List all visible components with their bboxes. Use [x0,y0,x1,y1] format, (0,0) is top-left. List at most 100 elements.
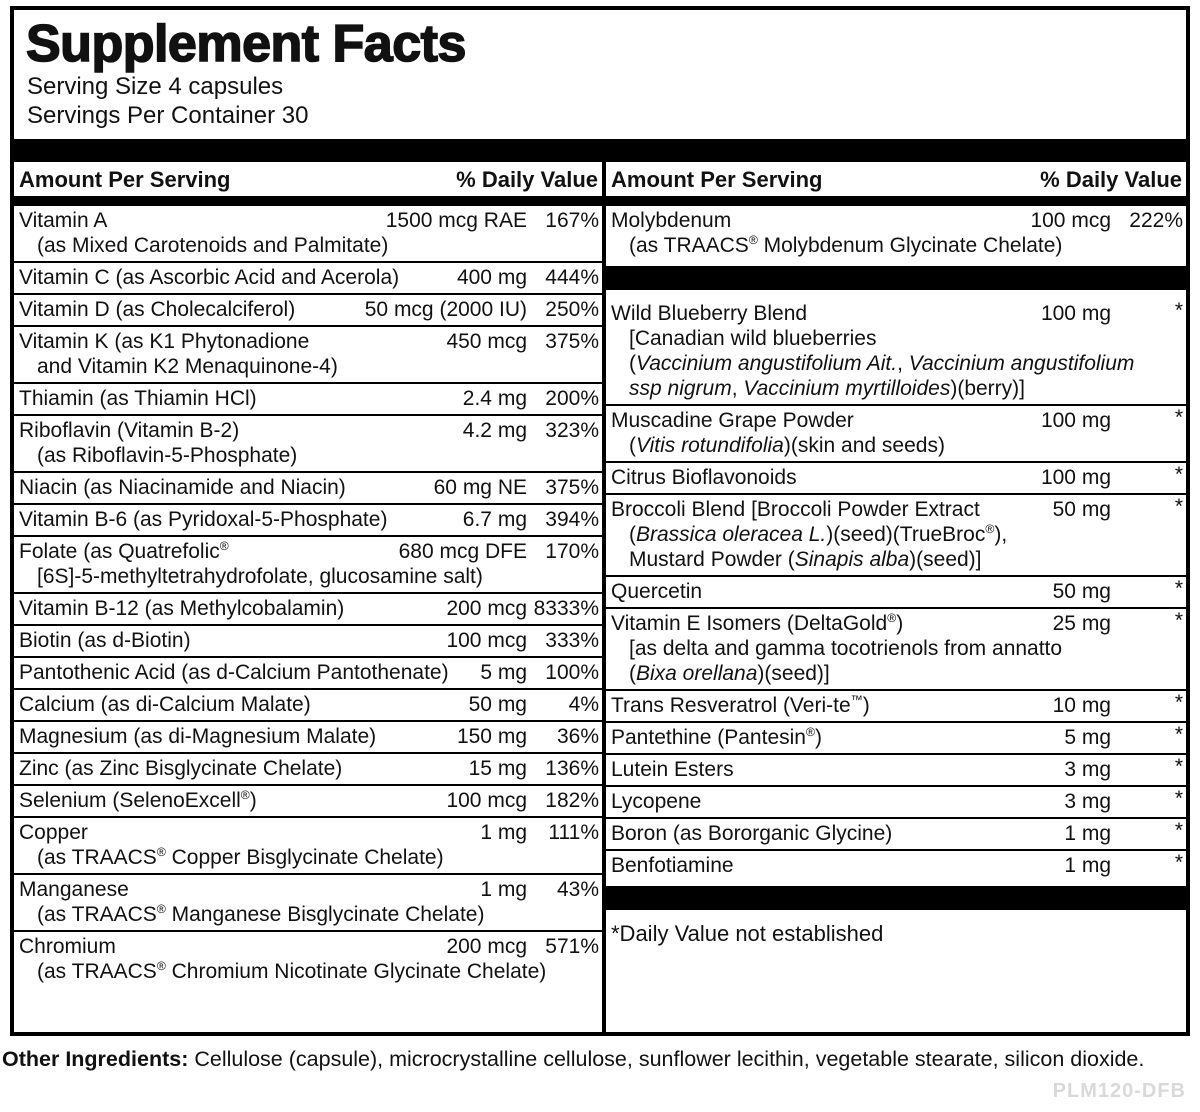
ingredient-amount: 60 mg NE [433,476,527,500]
ingredient-detail: (as TRAACS® Chromium Nicotinate Glycinat… [37,959,547,984]
ingredient-amount: 50 mg [468,693,527,717]
daily-value-label: % Daily Value [1040,167,1182,193]
registered-mark: ® [805,725,815,740]
amount-per-serving-label: Amount Per Serving [19,167,231,193]
daily-value: 200% [545,387,599,411]
ingredient-name: Vitamin B-6 (as Pyridoxal-5-Phosphate) [19,508,388,532]
ingredient-name: Wild Blueberry Blend [611,302,808,326]
product-code: PLM120-DFB [1052,1080,1186,1102]
column-right: Amount Per Serving % Daily Value Molybde… [602,162,1186,1032]
daily-value-label: % Daily Value [456,167,598,193]
daily-value: * [1174,819,1183,843]
ingredient-amount: 450 mcg [446,330,527,354]
ingredient-detail: (as Riboflavin-5-Phosphate) [37,444,298,468]
header-underline-bar [14,196,602,207]
ingredient-detail: (as TRAACS® Copper Bisglycinate Chelate) [37,845,444,870]
ingredient-amount: 100 mg [1040,409,1111,433]
ingredient-name: Quercetin [611,580,703,604]
ingredient-row: Vitamin B-6 (as Pyridoxal-5-Phosphate) 6.… [14,503,602,535]
ingredient-amount: 6.7 mg [462,508,527,532]
daily-value: 182% [545,789,599,813]
ingredient-detail: (Vitis rotundifolia)(skin and seeds) [629,434,945,458]
daily-value: 100% [545,661,599,685]
ingredient-row: Niacin (as Niacinamide and Niacin) 60 mg … [14,471,602,503]
header-underline-bar [606,196,1186,207]
ingredient-detail: (as TRAACS® Manganese Bisglycinate Chela… [37,902,485,927]
daily-value: 8333% [533,597,599,621]
ingredient-amount: 100 mcg [1030,209,1111,233]
daily-value: * [1174,609,1183,633]
ingredient-row: Riboflavin (Vitamin B-2) 4.2 mg 323% (as Ri… [14,414,602,471]
ingredient-detail: (as TRAACS® Molybdenum Glycinate Chelate… [629,233,1063,258]
ingredient-row: Lutein Esters 3 mg * [606,753,1186,785]
ingredient-row: Chromium 200 mcg 571% (as TRAACS® Chromium … [14,930,602,987]
ingredient-name: Niacin (as Niacinamide and Niacin) [19,476,346,500]
ingredient-row: Vitamin E Isomers (DeltaGold®) 25 mg * [as … [606,607,1186,689]
ingredient-rows-right: Molybdenum 100 mcg 222% (as TRAACS® Molybde… [606,206,1186,1032]
ingredient-detail: (as Mixed Carotenoids and Palmitate) [37,234,389,258]
ingredient-name: Benfotiamine [611,854,734,878]
daily-value: 323% [545,419,599,443]
ingredient-row: Wild Blueberry Blend 100 mg * [Canadian wil… [606,299,1186,404]
ingredient-amount: 5 mg [480,661,527,685]
registered-mark: ® [156,902,166,917]
facts-columns: Amount Per Serving % Daily Value Vitamin… [14,162,1186,1032]
ingredient-name: Vitamin K (as K1 Phytonadione [19,330,310,354]
ingredient-row: Vitamin K (as K1 Phytonadione 450 mcg 375%… [14,325,602,382]
ingredient-row: Muscadine Grape Powder 100 mg * (Vitis rotu… [606,404,1186,461]
section-bar [606,886,1186,911]
column-left: Amount Per Serving % Daily Value Vitamin… [14,162,602,1032]
ingredient-amount: 50 mcg (2000 IU) [364,298,527,322]
daily-value: 136% [545,757,599,781]
daily-value: 250% [545,298,599,322]
ingredient-row: Vitamin D (as Cholecalciferol) 50 mcg (20… [14,293,602,325]
daily-value: 222% [1129,209,1183,233]
ingredient-amount: 400 mg [456,266,527,290]
daily-value: 167% [545,209,599,233]
ingredient-name: Molybdenum [611,209,732,233]
ingredient-amount: 1 mg [480,821,527,845]
ingredient-amount: 15 mg [468,757,527,781]
ingredient-detail: Mustard Powder (Sinapis alba)(seed)] [629,548,982,572]
registered-mark: ® [219,539,229,554]
daily-value: 43% [556,878,599,902]
ingredient-name: Lutein Esters [611,758,734,782]
ingredient-detail: ssp nigrum, Vaccinium myrtilloides)(berr… [629,377,1025,401]
daily-value: 571% [545,935,599,959]
supplement-facts-panel: Supplement Facts Serving Size 4 capsules… [10,6,1190,1036]
ingredient-amount: 2.4 mg [462,387,527,411]
daily-value: 375% [545,330,599,354]
daily-value: * [1174,463,1183,487]
ingredient-amount: 3 mg [1064,758,1111,782]
ingredient-amount: 150 mg [456,725,527,749]
ingredient-amount: 100 mcg [446,789,527,813]
daily-value: * [1174,755,1183,779]
registered-mark: ™ [850,693,863,708]
daily-value-footnote: *Daily Value not established [611,921,884,947]
daily-value: * [1174,577,1183,601]
ingredient-row: Biotin (as d-Biotin) 100 mcg 333% [14,624,602,656]
daily-value: * [1174,299,1183,323]
serving-size: Serving Size 4 capsules [27,73,284,101]
ingredient-row: Calcium (as di-Calcium Malate) 50 mg 4% [14,688,602,720]
registered-mark: ® [156,959,166,974]
registered-mark: ® [985,522,995,537]
ingredient-name: Trans Resveratrol (Veri-te™) [611,693,870,718]
ingredient-row: Zinc (as Zinc Bisglycinate Chelate) 15 mg… [14,752,602,784]
ingredient-detail: (Brassica oleracea L.)(seed)(TrueBroc®), [629,522,1008,547]
registered-mark: ® [748,233,758,248]
ingredient-row: Broccoli Blend [Broccoli Powder Extract 5… [606,493,1186,575]
amount-per-serving-label: Amount Per Serving [611,167,823,193]
ingredient-amount: 5 mg [1064,726,1111,750]
daily-value: * [1174,723,1183,747]
ingredient-name: Vitamin C (as Ascorbic Acid and Acerola) [19,266,400,290]
daily-value: 444% [545,266,599,290]
ingredient-row: Trans Resveratrol (Veri-te™) 10 mg * [606,689,1186,721]
other-ingredients-label: Other Ingredients: [2,1047,189,1071]
ingredient-detail: [Canadian wild blueberries [629,327,877,351]
ingredient-row: Vitamin C (as Ascorbic Acid and Acerola)… [14,261,602,293]
ingredient-name: Copper [19,821,88,845]
ingredient-row: Magnesium (as di-Magnesium Malate) 150 mg… [14,720,602,752]
daily-value: 394% [545,508,599,532]
ingredient-name: Magnesium (as di-Magnesium Malate) [19,725,377,749]
